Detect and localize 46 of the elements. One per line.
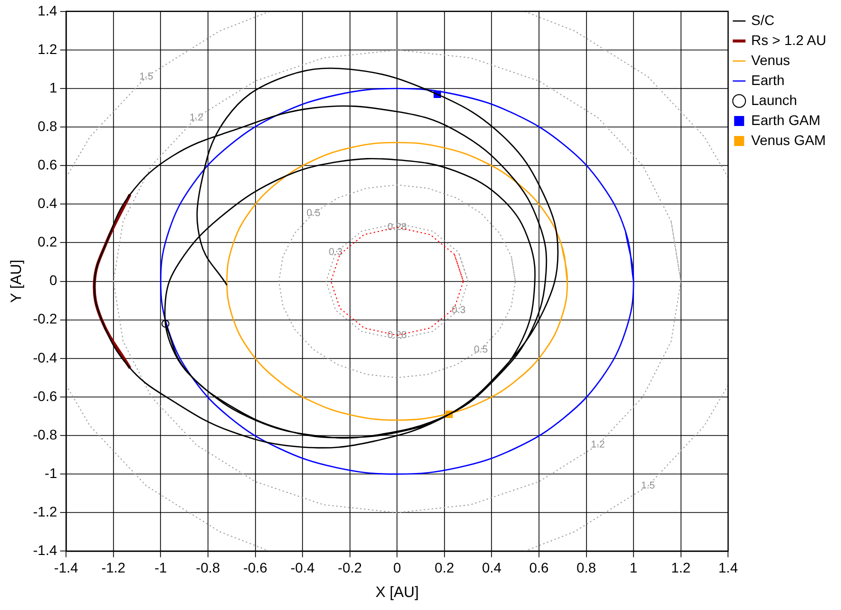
x-tick-label: 1	[630, 559, 638, 576]
x-tick-label: 0.6	[529, 559, 549, 576]
x-tick-label: -0.8	[196, 559, 220, 576]
legend-label: Rs > 1.2 AU	[751, 32, 826, 48]
y-tick-label: 1.4	[38, 2, 58, 18]
annotation: 1.5	[641, 480, 656, 492]
x-tick-label: -1	[154, 559, 168, 576]
annotation: 1.5	[139, 72, 154, 83]
x-tick-label: -1.2	[101, 559, 126, 576]
y-tick-label: 0	[49, 272, 58, 288]
y-tick-label: -0.4	[33, 349, 58, 366]
x-tick-label: 0	[393, 559, 402, 576]
x-tick-label: 0.4	[482, 559, 502, 576]
annotation: 1.2	[189, 112, 204, 124]
legend-label: S/C	[751, 12, 774, 28]
y-tick-label: -1.4	[33, 542, 58, 558]
y-tick-label: 1.2	[38, 40, 58, 57]
y-tick-label: 0.4	[38, 195, 58, 212]
legend-label: Earth GAM	[751, 112, 820, 128]
x-tick-label: -0.6	[243, 559, 268, 576]
x-axis-title: X [AU]	[375, 584, 419, 602]
annotation: 1.2	[590, 440, 606, 451]
y-tick-label: 1	[49, 79, 58, 96]
annotation: 0.5	[306, 208, 321, 219]
annotation: 0.3	[452, 304, 466, 316]
x-tick-label: 1.2	[671, 559, 691, 576]
annotation: 0.3	[328, 247, 344, 258]
y-tick-label: 0.6	[38, 156, 58, 172]
x-tick-label: 0.2	[434, 559, 454, 576]
y-tick-label: -0.8	[33, 426, 58, 442]
x-tick-label: -0.2	[338, 559, 362, 576]
y-axis-title: Y [AU]	[8, 260, 26, 303]
y-tick-label: 0.2	[38, 234, 58, 250]
x-tick-label: -0.4	[290, 559, 315, 576]
legend-label: Launch	[751, 92, 798, 108]
annotation: 0.5	[474, 344, 488, 356]
legend-label: Earth	[751, 72, 785, 88]
legend-label: Venus	[751, 52, 790, 68]
y-tick-label: -0.6	[33, 388, 58, 404]
y-tick-label: 0.8	[38, 118, 58, 134]
y-tick-label: -1.2	[33, 504, 58, 520]
x-tick-label: 0.8	[576, 559, 596, 576]
y-tick-label: -1	[44, 464, 58, 481]
y-tick-label: -0.2	[33, 310, 58, 327]
x-tick-label: 1.4	[718, 559, 738, 576]
legend-label: Venus GAM	[751, 132, 826, 148]
